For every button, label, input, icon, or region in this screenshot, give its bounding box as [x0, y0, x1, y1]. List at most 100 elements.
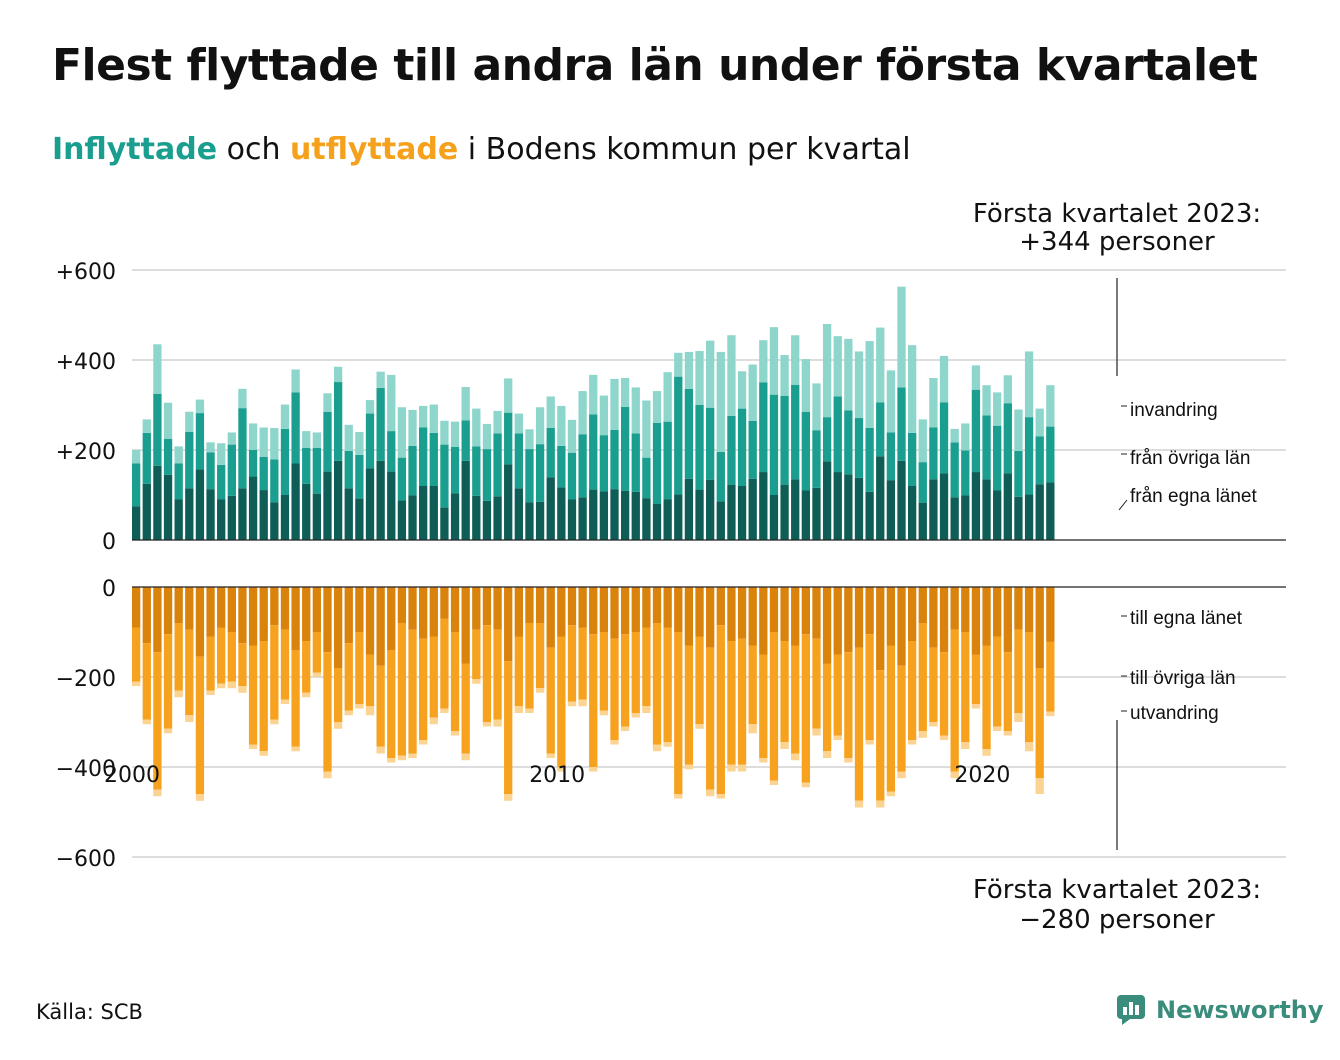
bar-outflow	[472, 629, 481, 680]
bar-outflow	[557, 636, 566, 767]
bar-inflow	[769, 327, 779, 395]
bar-outflow	[652, 744, 662, 752]
bar-inflow	[748, 420, 757, 479]
bar-inflow	[695, 405, 704, 490]
bar-inflow	[195, 413, 205, 470]
x-tick-label: 2000	[104, 763, 160, 788]
y-tick-label: +600	[56, 260, 116, 285]
bar-outflow	[748, 645, 757, 725]
bar-inflow	[599, 395, 609, 436]
bar-inflow	[397, 500, 407, 540]
bar-inflow	[578, 391, 587, 435]
bar-outflow	[280, 587, 290, 630]
bar-inflow	[907, 432, 917, 486]
bar-inflow	[684, 478, 694, 540]
bar-inflow	[387, 471, 396, 540]
bar-inflow	[684, 351, 694, 389]
bar-inflow	[769, 394, 779, 495]
bar-inflow	[918, 419, 927, 463]
bar-inflow	[791, 335, 800, 385]
bar-inflow	[1024, 417, 1034, 495]
bar-inflow	[642, 457, 651, 499]
bar-outflow	[419, 638, 428, 740]
bar-outflow	[684, 764, 694, 770]
bar-outflow	[440, 618, 449, 709]
bar-inflow	[323, 393, 332, 412]
bar-outflow	[387, 650, 396, 758]
bar-inflow	[163, 438, 173, 475]
bar-inflow	[429, 432, 438, 486]
bar-outflow	[312, 632, 322, 673]
bar-outflow	[695, 636, 704, 725]
bar-inflow	[344, 488, 353, 540]
bar-inflow	[950, 442, 959, 498]
bar-inflow	[450, 446, 460, 494]
bar-inflow	[153, 344, 162, 394]
bar-outflow	[663, 587, 672, 628]
bar-outflow	[876, 587, 885, 671]
bar-outflow	[854, 800, 864, 808]
bar-inflow	[876, 402, 885, 457]
bar-outflow	[950, 587, 959, 630]
bar-inflow	[557, 445, 566, 488]
bar-outflow	[248, 645, 258, 745]
bar-inflow	[642, 498, 651, 540]
bar-outflow	[408, 753, 417, 758]
bar-outflow	[822, 587, 832, 664]
bar-outflow	[918, 587, 927, 623]
bar-inflow	[227, 495, 236, 540]
chart-title: Flest flyttade till andra län under förs…	[52, 40, 1258, 91]
bar-inflow	[333, 366, 343, 383]
bar-outflow	[610, 638, 619, 740]
bar-inflow	[939, 473, 949, 540]
bar-outflow	[961, 632, 970, 743]
bar-inflow	[716, 451, 725, 502]
bar-outflow	[716, 587, 725, 626]
bar-inflow	[535, 501, 545, 540]
bar-inflow	[408, 495, 417, 540]
bar-outflow	[812, 587, 821, 639]
bar-inflow	[217, 464, 226, 500]
bar-outflow	[727, 587, 736, 641]
bar-inflow	[727, 415, 736, 485]
bar-inflow	[748, 364, 757, 421]
bar-inflow	[482, 500, 492, 540]
bar-inflow	[302, 431, 311, 448]
bar-inflow	[567, 452, 577, 500]
bar-outflow	[918, 731, 927, 738]
bar-outflow	[610, 587, 619, 639]
bar-outflow	[929, 587, 938, 648]
bar-inflow	[504, 464, 513, 540]
bar-outflow	[365, 587, 375, 655]
bar-inflow	[865, 427, 874, 492]
bar-outflow	[907, 641, 917, 740]
bar-outflow	[812, 638, 821, 729]
bar-outflow	[387, 587, 396, 650]
bar-inflow	[557, 405, 566, 446]
bar-inflow	[514, 413, 523, 434]
bar-inflow	[514, 488, 523, 540]
bar-outflow	[429, 587, 438, 637]
bar-outflow	[939, 652, 949, 736]
bar-outflow	[185, 715, 194, 722]
bar-inflow	[610, 489, 619, 540]
bar-outflow	[886, 587, 896, 646]
bar-inflow	[270, 502, 279, 540]
bar-outflow	[142, 643, 151, 720]
bar-inflow	[929, 427, 938, 480]
bar-inflow	[695, 351, 704, 405]
source-note: Källa: SCB	[36, 1000, 143, 1024]
bar-inflow	[153, 465, 162, 540]
bar-outflow	[217, 627, 226, 684]
bar-outflow	[132, 587, 141, 628]
bar-outflow	[567, 625, 577, 702]
y-tick-label: +400	[56, 350, 116, 375]
bar-inflow	[291, 463, 300, 540]
bar-outflow	[695, 724, 704, 729]
bar-inflow	[844, 474, 853, 540]
bar-inflow	[259, 490, 268, 540]
bar-outflow	[567, 701, 577, 707]
y-tick-label: 0	[102, 577, 116, 602]
bar-inflow	[993, 490, 1002, 540]
bar-outflow	[950, 771, 959, 779]
